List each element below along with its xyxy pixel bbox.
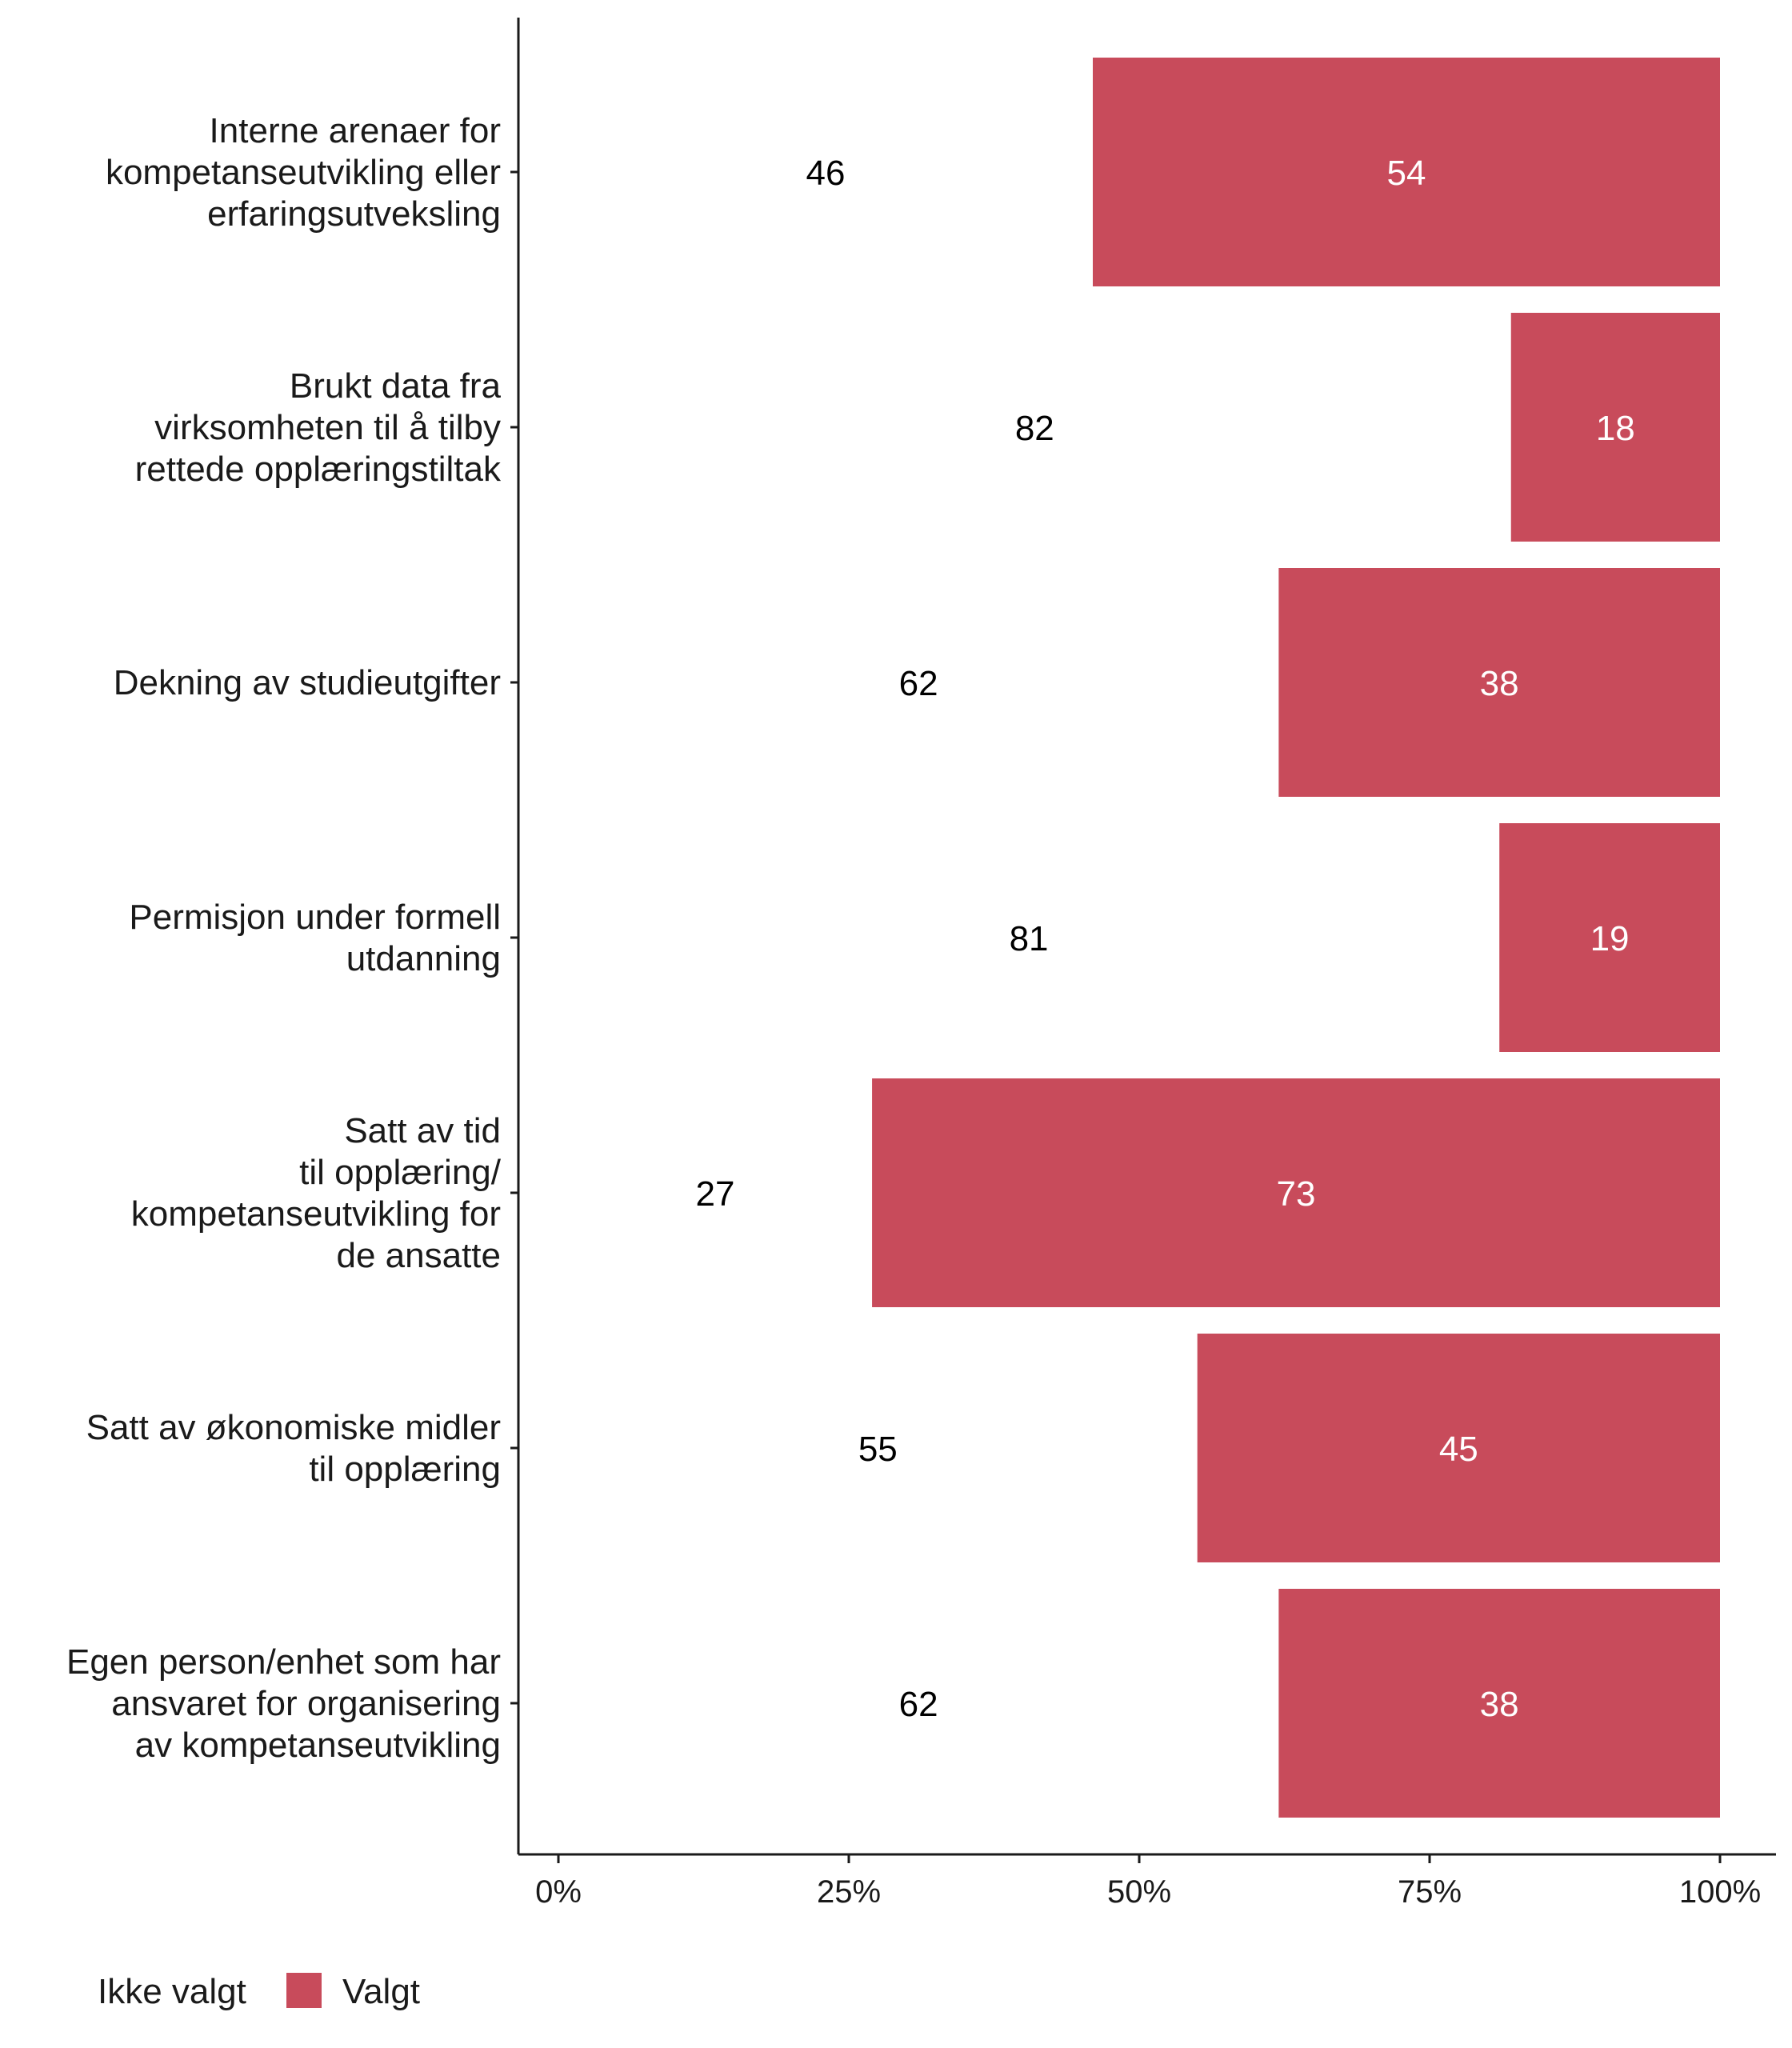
bar-ikke-valgt-0 xyxy=(558,58,1093,286)
value-label-ikke-valgt-0: 46 xyxy=(806,154,845,193)
x-tick-label-1: 25% xyxy=(817,1874,881,1910)
legend-swatch-valgt xyxy=(286,1973,322,2008)
value-label-ikke-valgt-5: 55 xyxy=(858,1430,898,1469)
bar-valgt-2 xyxy=(1278,568,1720,797)
value-label-valgt-5: 45 xyxy=(1439,1430,1478,1469)
bar-ikke-valgt-6 xyxy=(558,1589,1279,1818)
category-label-2: Dekning av studieutgifter xyxy=(114,663,501,702)
value-label-ikke-valgt-1: 82 xyxy=(1015,409,1054,448)
legend-label-valgt: Valgt xyxy=(342,1972,420,2011)
x-tick-label-3: 75% xyxy=(1398,1874,1462,1910)
x-tick-label-0: 0% xyxy=(535,1874,582,1910)
bar-ikke-valgt-4 xyxy=(558,1078,873,1307)
bar-valgt-1 xyxy=(1510,313,1720,542)
value-label-valgt-3: 19 xyxy=(1590,919,1630,958)
category-label-5: Satt av økonomiske midler til opplæring xyxy=(86,1408,501,1489)
bar-valgt-0 xyxy=(1092,58,1720,286)
bar-valgt-5 xyxy=(1197,1334,1720,1562)
axes-layer xyxy=(510,18,1776,1863)
value-label-valgt-6: 38 xyxy=(1480,1685,1519,1724)
value-label-ikke-valgt-3: 81 xyxy=(1010,919,1049,958)
category-label-4: Satt av tid til opplæring/kompetanseutvik… xyxy=(131,1111,502,1275)
category-label-6: Egen person/enhet som har ansvaret for or… xyxy=(66,1642,501,1765)
bars-layer xyxy=(558,58,1720,1818)
x-tick-label-4: 100% xyxy=(1679,1874,1761,1910)
bar-ikke-valgt-5 xyxy=(558,1334,1198,1562)
bar-ikke-valgt-1 xyxy=(558,313,1511,542)
value-label-valgt-0: 54 xyxy=(1386,154,1426,193)
value-label-valgt-1: 18 xyxy=(1596,409,1635,448)
category-label-0: Interne arenaer for kompetanseutvikling e… xyxy=(106,111,501,234)
value-label-valgt-4: 73 xyxy=(1277,1174,1316,1214)
bar-ikke-valgt-2 xyxy=(558,568,1279,797)
labels-layer: 46 54 Interne arenaer for kompetanseutvikli… xyxy=(66,111,1761,1910)
legend: Ikke valgt Valgt xyxy=(98,1972,420,2011)
bar-valgt-6 xyxy=(1278,1589,1720,1818)
value-label-ikke-valgt-4: 27 xyxy=(696,1174,735,1214)
value-label-ikke-valgt-6: 62 xyxy=(899,1685,938,1724)
bar-valgt-4 xyxy=(872,1078,1720,1307)
bar-valgt-3 xyxy=(1499,823,1720,1052)
legend-label-ikke-valgt: Ikke valgt xyxy=(98,1972,246,2011)
value-label-ikke-valgt-2: 62 xyxy=(899,664,938,703)
bar-ikke-valgt-3 xyxy=(558,823,1500,1052)
x-tick-label-2: 50% xyxy=(1107,1874,1171,1910)
category-label-1: Brukt data fra virksomheten til å tilby re… xyxy=(135,366,502,489)
value-label-valgt-2: 38 xyxy=(1480,664,1519,703)
category-label-3: Permisjon under formell utdanning xyxy=(129,898,501,978)
